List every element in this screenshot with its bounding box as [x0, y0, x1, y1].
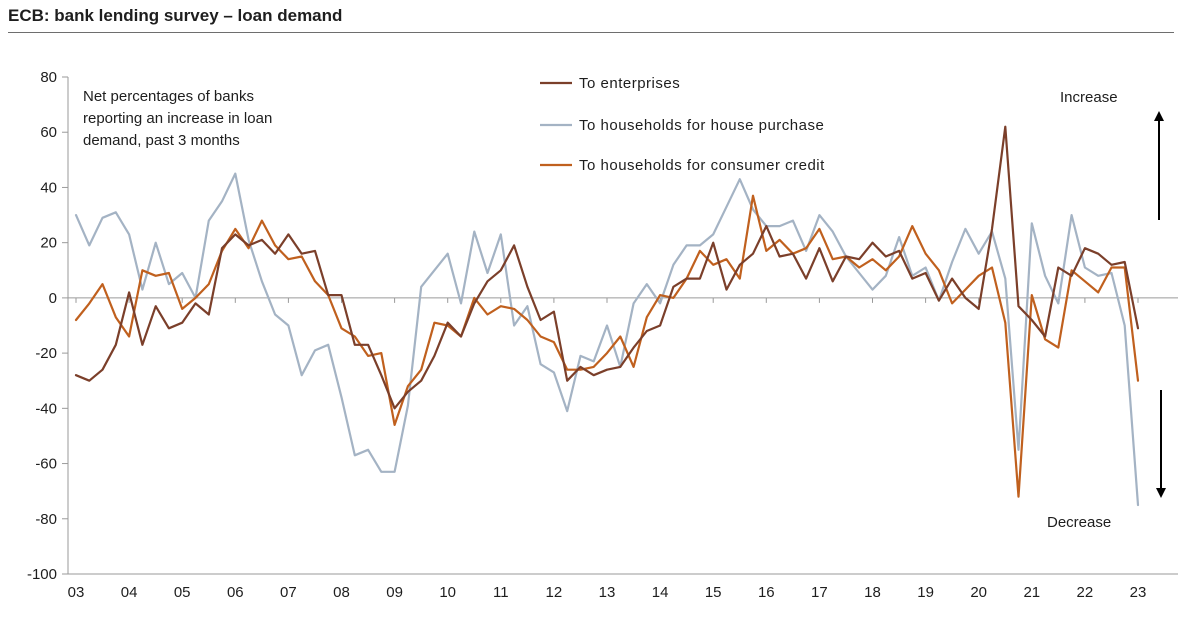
x-tick-label: 21 [1023, 584, 1040, 601]
chart-note: Net percentages of banks reporting an in… [83, 88, 272, 149]
x-tick-label: 15 [705, 584, 722, 601]
note-line-3: demand, past 3 months [83, 132, 240, 149]
note-line-1: Net percentages of banks [83, 88, 254, 105]
chart-title: ECB: bank lending survey – loan demand [8, 6, 343, 25]
x-tick-label: 07 [280, 584, 297, 601]
direction-arrows: Increase Decrease [1047, 89, 1166, 531]
x-tick-label: 14 [652, 584, 669, 601]
y-tick-label: 60 [40, 124, 57, 141]
x-tick-label: 06 [227, 584, 244, 601]
x-tick-label: 04 [121, 584, 138, 601]
x-tick-label: 09 [386, 584, 403, 601]
series-lines [74, 125, 1140, 507]
axes: 80 60 40 20 0 -20 -40 -60 -80 -100 03 04 05 06 07 08 09 1… [27, 69, 1178, 601]
y-tick-label: 0 [49, 290, 57, 307]
x-tick-label: 05 [174, 584, 191, 601]
decrease-arrow-head [1156, 488, 1166, 498]
series-line-consumer [74, 194, 1140, 498]
x-tick-label: 03 [68, 584, 85, 601]
x-tick-label: 16 [758, 584, 775, 601]
legend: To enterprises To households for house pu… [540, 75, 825, 174]
title-rule [8, 32, 1174, 33]
legend-label-house: To households for house purchase [579, 117, 824, 134]
y-tick-label: -100 [27, 566, 57, 583]
legend-label-enterprises: To enterprises [579, 75, 680, 92]
increase-label: Increase [1060, 89, 1118, 106]
increase-arrow-head [1154, 111, 1164, 121]
x-tick-label: 10 [439, 584, 456, 601]
y-tick-label: -80 [35, 511, 57, 528]
series-line-enterprises [74, 125, 1140, 410]
x-tick-label: 12 [546, 584, 563, 601]
y-tick-label: -60 [35, 456, 57, 473]
x-tick-label: 18 [864, 584, 881, 601]
note-line-2: reporting an increase in loan [83, 110, 272, 127]
y-tick-label: 80 [40, 69, 57, 86]
x-tick-label: 13 [599, 584, 616, 601]
x-tick-label: 17 [811, 584, 828, 601]
y-tick-label: 20 [40, 235, 57, 252]
x-tick-label: 19 [917, 584, 934, 601]
x-tick-label: 22 [1077, 584, 1094, 601]
y-tick-label: 40 [40, 179, 57, 196]
legend-label-consumer: To households for consumer credit [579, 157, 825, 174]
x-tick-label: 08 [333, 584, 350, 601]
x-tick-label: 11 [493, 584, 509, 601]
y-tick-label: -20 [35, 345, 57, 362]
decrease-label: Decrease [1047, 514, 1111, 531]
x-tick-label: 20 [970, 584, 987, 601]
series-line-house [74, 172, 1140, 507]
y-tick-label: -40 [35, 400, 57, 417]
x-tick-label: 23 [1130, 584, 1147, 601]
